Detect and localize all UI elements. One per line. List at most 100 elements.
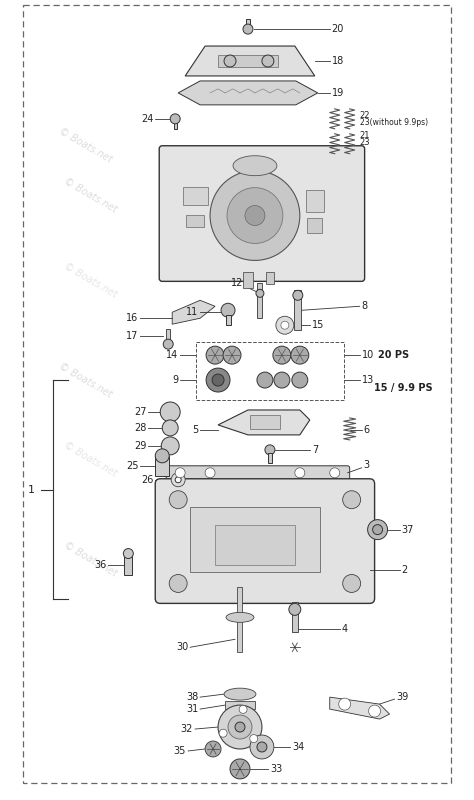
Bar xyxy=(292,602,298,632)
Text: 18: 18 xyxy=(332,56,344,66)
Text: 8: 8 xyxy=(362,302,368,311)
Circle shape xyxy=(155,449,169,463)
Text: 23: 23 xyxy=(360,138,370,147)
Circle shape xyxy=(171,473,185,486)
Circle shape xyxy=(162,420,178,436)
Text: 28: 28 xyxy=(134,423,146,433)
Bar xyxy=(155,456,169,476)
Polygon shape xyxy=(172,300,215,324)
Circle shape xyxy=(245,206,265,226)
Bar xyxy=(268,453,272,463)
Text: 20: 20 xyxy=(332,24,344,34)
Circle shape xyxy=(123,549,133,558)
Circle shape xyxy=(228,715,252,739)
Circle shape xyxy=(170,114,180,124)
Text: 29: 29 xyxy=(134,441,146,451)
FancyBboxPatch shape xyxy=(166,466,350,480)
Bar xyxy=(190,507,320,572)
Text: © Boats.net: © Boats.net xyxy=(57,361,114,399)
Bar xyxy=(186,214,204,226)
Circle shape xyxy=(212,374,224,386)
Text: 26: 26 xyxy=(141,474,153,485)
Circle shape xyxy=(163,339,173,349)
Text: © Boats.net: © Boats.net xyxy=(62,261,119,300)
Bar xyxy=(124,554,132,575)
Circle shape xyxy=(206,368,230,392)
Circle shape xyxy=(265,445,275,455)
Text: 32: 32 xyxy=(181,724,193,734)
Text: 35: 35 xyxy=(174,746,186,756)
Circle shape xyxy=(210,170,300,261)
Text: 17: 17 xyxy=(126,331,138,341)
Circle shape xyxy=(250,735,274,759)
Text: 9: 9 xyxy=(172,375,178,385)
FancyBboxPatch shape xyxy=(155,478,374,603)
Text: © Boats.net: © Boats.net xyxy=(62,540,119,578)
Polygon shape xyxy=(178,81,318,105)
Text: 21: 21 xyxy=(360,131,370,140)
Circle shape xyxy=(205,468,215,478)
Text: 22: 22 xyxy=(360,111,370,120)
Circle shape xyxy=(243,24,253,34)
Bar xyxy=(246,19,250,27)
Circle shape xyxy=(230,759,250,779)
Ellipse shape xyxy=(224,688,256,700)
Text: 13: 13 xyxy=(362,375,374,385)
Circle shape xyxy=(221,303,235,318)
Text: 3: 3 xyxy=(364,460,370,470)
Polygon shape xyxy=(330,697,390,719)
Bar xyxy=(307,218,322,233)
Text: 27: 27 xyxy=(134,407,146,417)
Circle shape xyxy=(262,55,274,67)
Text: 19: 19 xyxy=(332,88,344,98)
Circle shape xyxy=(339,698,351,710)
Circle shape xyxy=(257,742,267,752)
Circle shape xyxy=(281,322,289,330)
Bar xyxy=(166,330,170,343)
Text: 16: 16 xyxy=(126,314,138,323)
Text: 11: 11 xyxy=(186,307,198,318)
Text: 7: 7 xyxy=(312,445,318,455)
Ellipse shape xyxy=(226,612,254,622)
Circle shape xyxy=(235,722,245,732)
Text: 23(without 9.9ps): 23(without 9.9ps) xyxy=(360,118,428,127)
FancyBboxPatch shape xyxy=(159,146,365,282)
Text: 34: 34 xyxy=(292,742,304,752)
Circle shape xyxy=(224,55,236,67)
Circle shape xyxy=(292,372,308,388)
Bar xyxy=(243,272,253,288)
Text: © Boats.net: © Boats.net xyxy=(57,126,114,165)
Text: 36: 36 xyxy=(94,559,106,570)
Text: 2: 2 xyxy=(401,565,408,574)
Circle shape xyxy=(169,490,187,509)
Text: 33: 33 xyxy=(270,764,282,774)
Text: 15: 15 xyxy=(312,320,324,330)
Text: 10: 10 xyxy=(362,350,374,360)
Bar xyxy=(306,190,324,211)
Circle shape xyxy=(239,706,247,714)
Circle shape xyxy=(274,372,290,388)
Text: 31: 31 xyxy=(186,704,198,714)
Text: 20 PS: 20 PS xyxy=(378,350,409,360)
Bar xyxy=(237,587,243,652)
Circle shape xyxy=(343,490,361,509)
Bar xyxy=(257,283,263,318)
Text: 4: 4 xyxy=(342,624,348,634)
Circle shape xyxy=(169,574,187,593)
Bar xyxy=(226,315,230,326)
Text: 30: 30 xyxy=(176,642,188,652)
Circle shape xyxy=(343,574,361,593)
Bar xyxy=(294,290,301,330)
Circle shape xyxy=(219,729,227,737)
Text: 25: 25 xyxy=(126,461,138,471)
Text: 39: 39 xyxy=(397,692,409,702)
Bar xyxy=(173,121,177,129)
Circle shape xyxy=(273,346,291,364)
Circle shape xyxy=(161,437,179,455)
Circle shape xyxy=(291,346,309,364)
Text: 12: 12 xyxy=(231,278,243,288)
Circle shape xyxy=(276,316,294,334)
Circle shape xyxy=(330,468,340,478)
Bar xyxy=(218,55,278,67)
Circle shape xyxy=(257,372,273,388)
